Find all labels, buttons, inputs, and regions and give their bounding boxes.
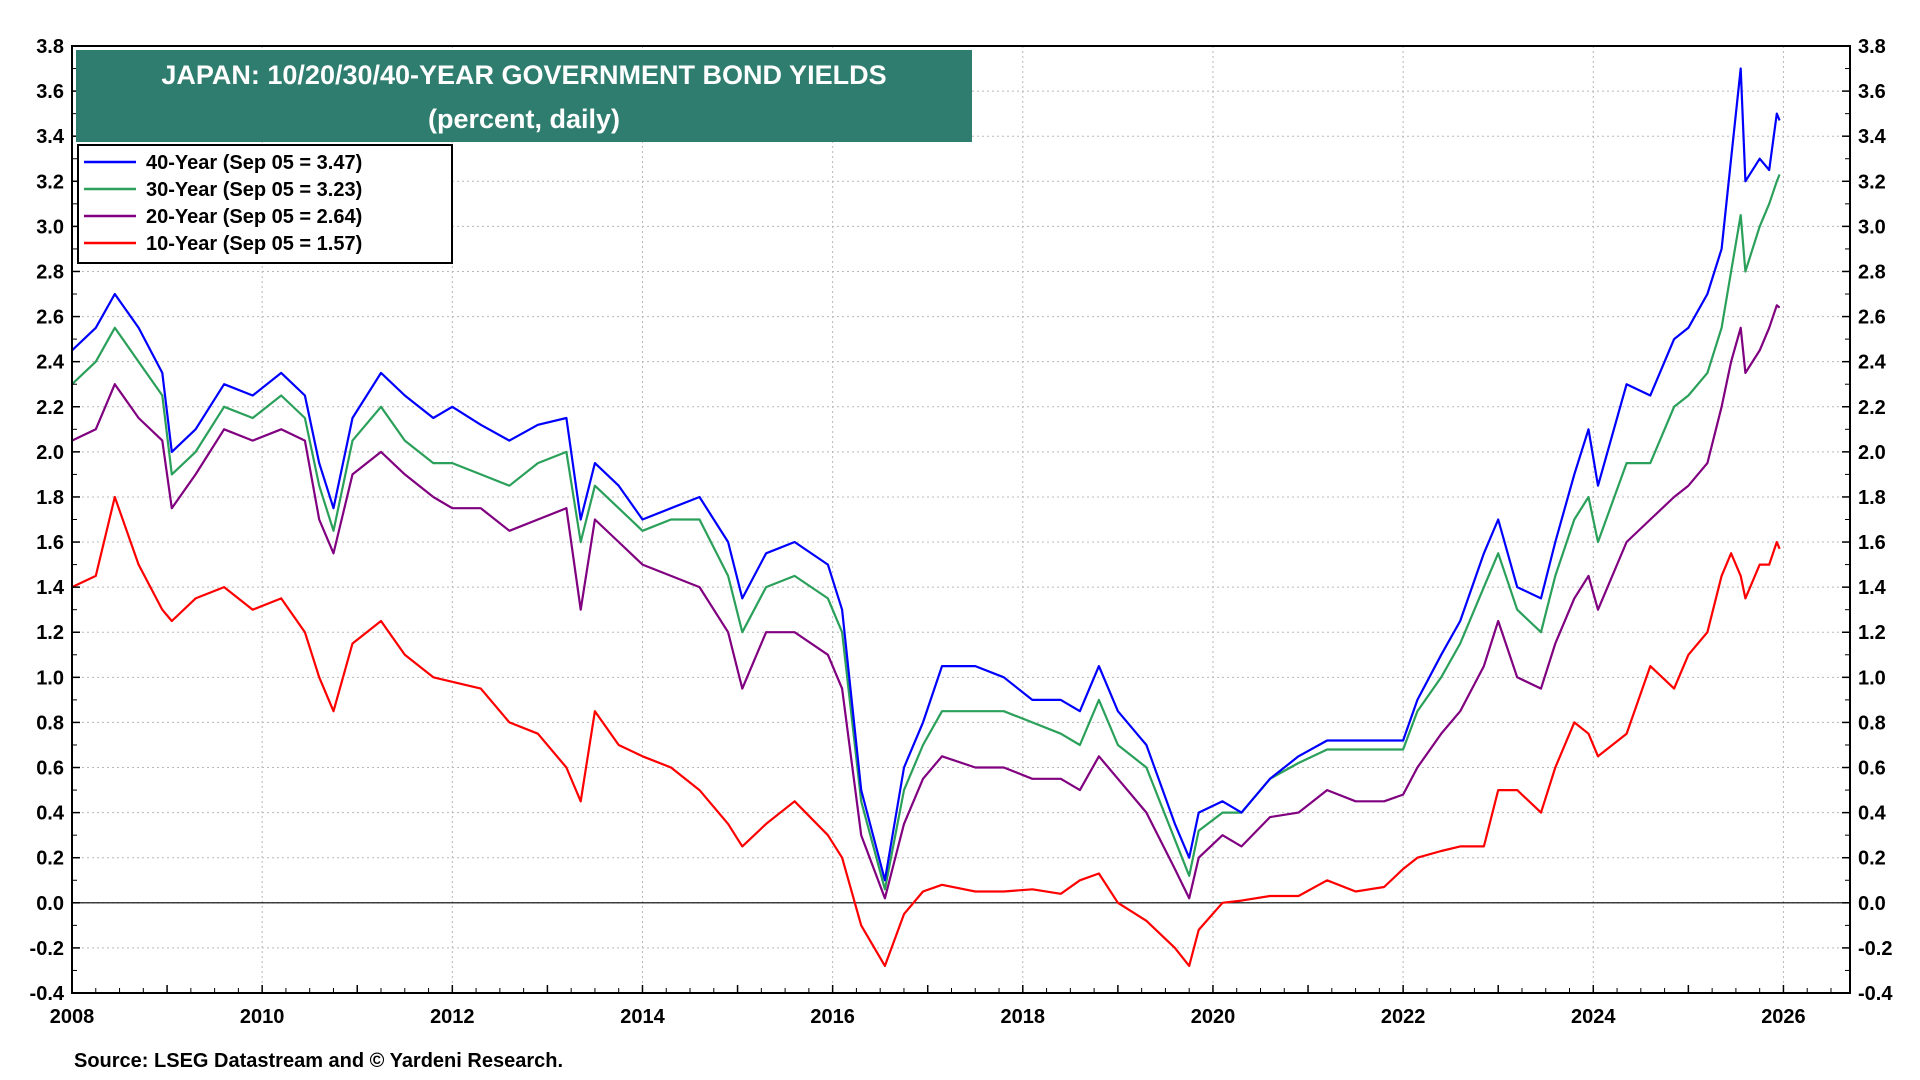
x-tick-label: 2014 — [620, 1006, 665, 1028]
y-tick-label: -0.4 — [1858, 983, 1893, 1005]
y-tick-label: 3.4 — [1858, 126, 1887, 148]
y-tick-label: 2.6 — [36, 307, 64, 329]
x-tick-label: 2018 — [1001, 1006, 1046, 1028]
y-tick-label: 3.8 — [1858, 36, 1886, 58]
y-tick-label: 2.2 — [1858, 397, 1886, 419]
y-tick-label: 0.2 — [36, 848, 64, 870]
y-tick-label: 0.4 — [36, 803, 65, 825]
y-tick-label: 1.4 — [36, 577, 65, 599]
y-tick-label: 3.0 — [36, 216, 64, 238]
y-tick-label: 0.2 — [1858, 848, 1886, 870]
y-axis-right: -0.4 -0.2 0.0 0.2 0.4 0.6 0.8 1.0 1.2 1.4 1.6 1.8 2.… — [1842, 36, 1893, 1005]
legend-box — [77, 144, 453, 264]
title-background — [76, 50, 972, 142]
y-tick-label: -0.2 — [1858, 938, 1892, 960]
source-note: Source: LSEG Datastream and © Yardeni Re… — [74, 1050, 563, 1072]
series-layer — [71, 67, 1781, 967]
legend-label-40-year: 40-Year (Sep 05 = 3.47) — [146, 152, 362, 174]
y-tick-label: 0.6 — [1858, 758, 1886, 780]
y-tick-label: 3.2 — [1858, 171, 1886, 193]
y-tick-label: 1.2 — [36, 622, 64, 644]
y-tick-label: 3.8 — [36, 36, 64, 58]
chart-subtitle: (percent, daily) — [428, 104, 620, 134]
y-tick-label: 2.4 — [1858, 352, 1887, 374]
y-tick-label: 3.6 — [1858, 81, 1886, 103]
y-tick-label: 1.4 — [1858, 577, 1887, 599]
y-tick-label: 1.0 — [36, 667, 64, 689]
y-tick-label: 1.6 — [36, 532, 64, 554]
x-tick-label: 2026 — [1761, 1006, 1806, 1028]
x-tick-label: 2020 — [1191, 1006, 1236, 1028]
y-tick-label: 3.0 — [1858, 216, 1886, 238]
y-tick-label: 2.6 — [1858, 307, 1886, 329]
series-line-20-year — [71, 304, 1781, 900]
x-tick-label: 2022 — [1381, 1006, 1426, 1028]
y-tick-label: 2.0 — [1858, 442, 1886, 464]
y-tick-label: 3.2 — [36, 171, 64, 193]
y-tick-label: 0.0 — [36, 893, 64, 915]
y-tick-label: 0.0 — [1858, 893, 1886, 915]
y-tick-label: 2.8 — [36, 261, 64, 283]
y-tick-label: 0.8 — [36, 712, 64, 734]
legend: 40-Year (Sep 05 = 3.47) 30-Year (Sep 05 =… — [77, 144, 453, 264]
y-tick-label: 3.4 — [36, 126, 65, 148]
y-tick-label: 1.2 — [1858, 622, 1886, 644]
y-tick-label: 2.4 — [36, 352, 65, 374]
y-tick-label: 0.6 — [36, 758, 64, 780]
x-tick-label: 2010 — [240, 1006, 285, 1028]
x-tick-label: 2012 — [430, 1006, 475, 1028]
legend-label-20-year: 20-Year (Sep 05 = 2.64) — [146, 206, 362, 228]
x-tick-label: 2016 — [810, 1006, 855, 1028]
y-tick-label: 0.8 — [1858, 712, 1886, 734]
series-line-10-year — [71, 495, 1781, 967]
legend-label-10-year: 10-Year (Sep 05 = 1.57) — [146, 233, 362, 255]
x-tick-label: 2024 — [1571, 1006, 1616, 1028]
series-line-40-year — [71, 67, 1781, 882]
x-axis: 2008 2010 2012 2014 2016 2018 2020 2022 2024 2026 — [50, 985, 1832, 1028]
y-tick-label: -0.4 — [30, 983, 65, 1005]
y-tick-label: -0.2 — [30, 938, 64, 960]
series-line-30-year — [71, 174, 1781, 891]
x-tick-label: 2008 — [50, 1006, 95, 1028]
y-tick-label: 2.8 — [1858, 261, 1886, 283]
title-box: JAPAN: 10/20/30/40-YEAR GOVERNMENT BOND … — [76, 50, 972, 142]
y-tick-label: 1.8 — [36, 487, 64, 509]
legend-label-30-year: 30-Year (Sep 05 = 3.23) — [146, 179, 362, 201]
y-tick-label: 2.2 — [36, 397, 64, 419]
y-tick-label: 3.6 — [36, 81, 64, 103]
y-tick-label: 0.4 — [1858, 803, 1887, 825]
y-tick-label: 1.6 — [1858, 532, 1886, 554]
y-tick-label: 1.0 — [1858, 667, 1886, 689]
y-tick-label: 2.0 — [36, 442, 64, 464]
chart-title: JAPAN: 10/20/30/40-YEAR GOVERNMENT BOND … — [161, 60, 886, 90]
y-tick-label: 1.8 — [1858, 487, 1886, 509]
y-axis-left: -0.4 -0.2 0.0 0.2 0.4 0.6 0.8 1.0 1.2 1.4 1.6 1.8 2.… — [30, 36, 80, 1005]
